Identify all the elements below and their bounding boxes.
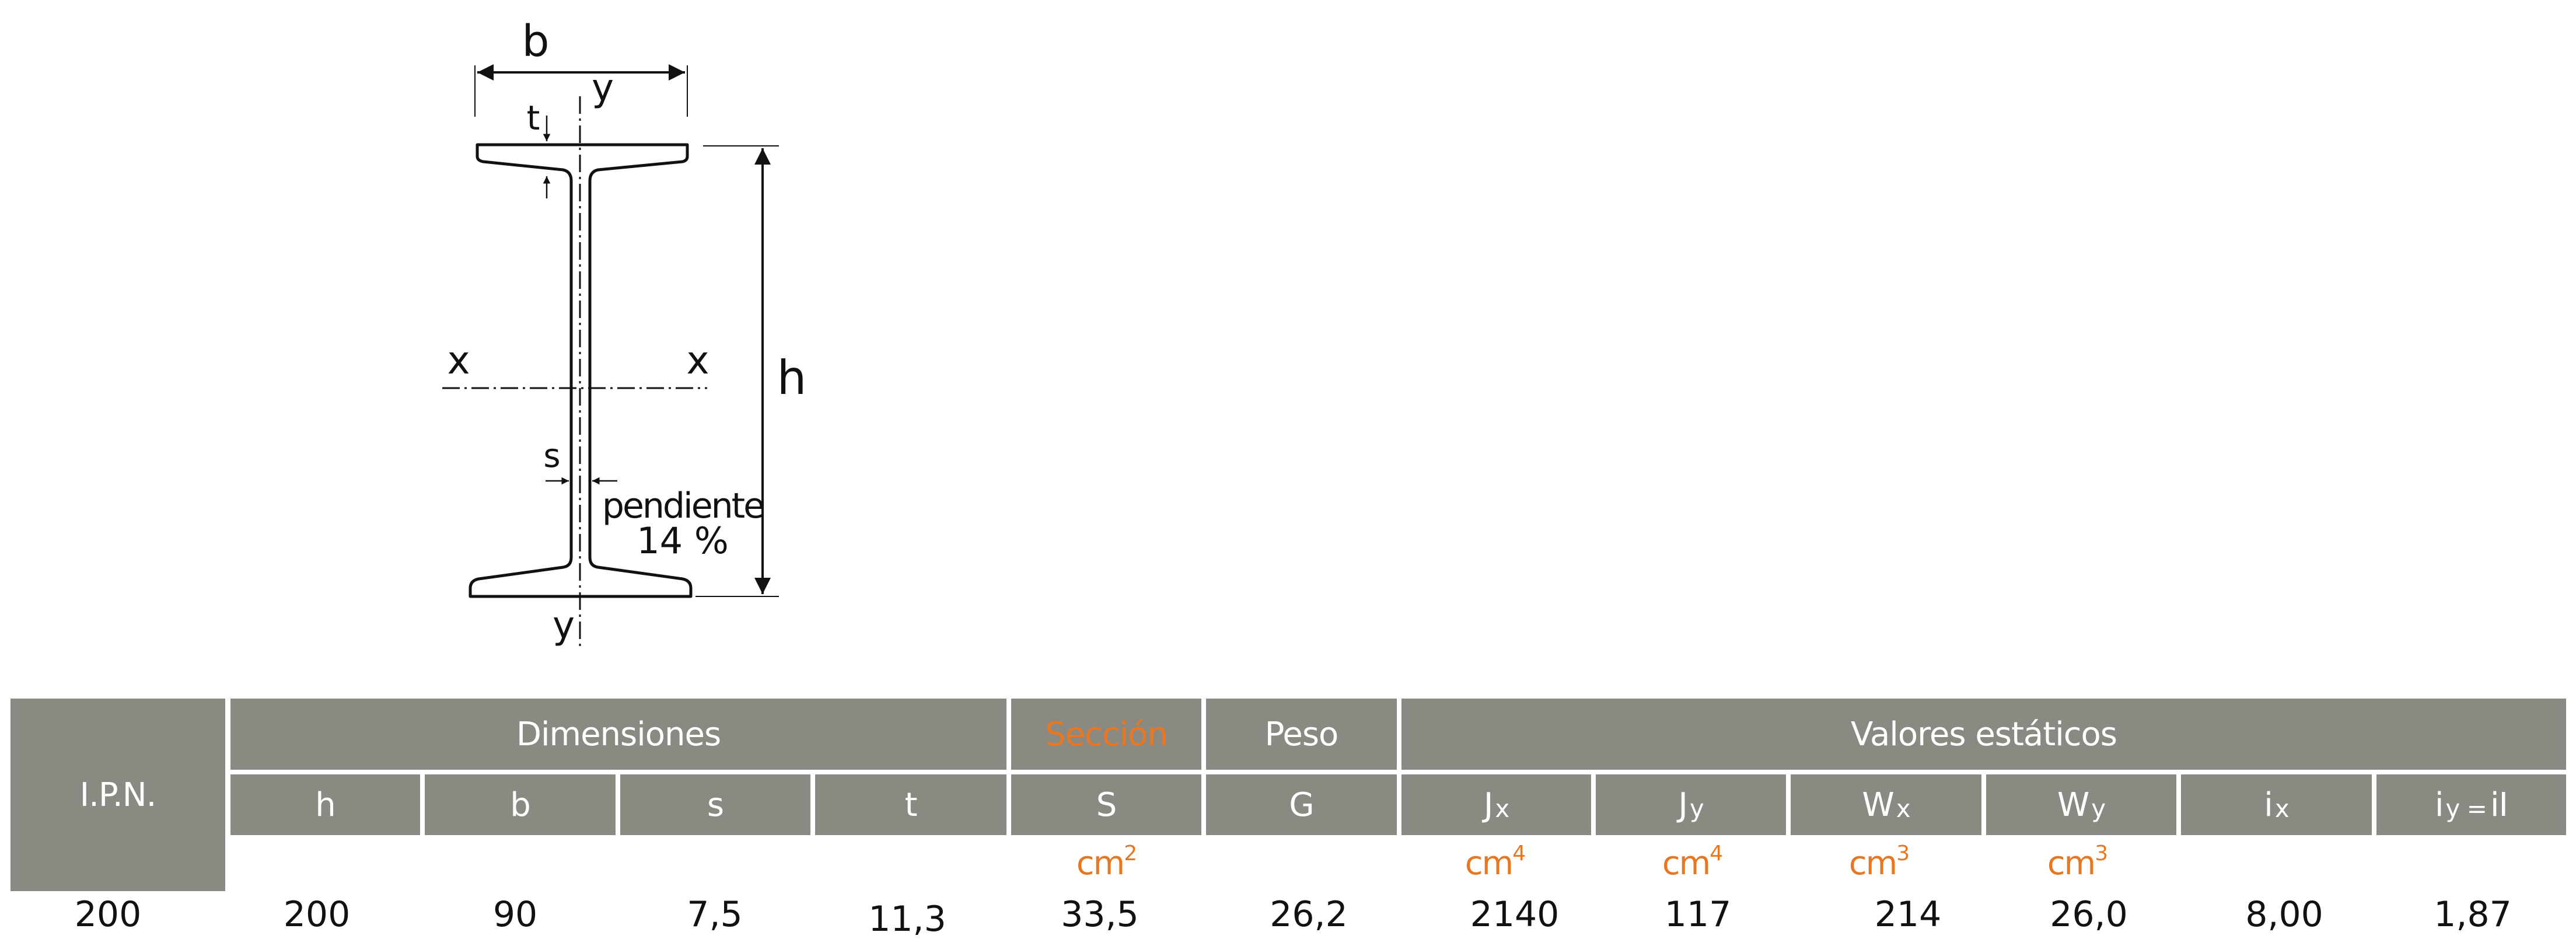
col-header-t: t bbox=[815, 774, 1006, 835]
Wy-sub: y bbox=[2091, 794, 2106, 823]
value-s: 7,5 bbox=[687, 894, 743, 935]
ix-main: i bbox=[2264, 786, 2273, 824]
value-ipn: 200 bbox=[74, 894, 142, 935]
value-ix: 8,00 bbox=[2245, 894, 2323, 935]
unit-Jx: cm4 bbox=[1464, 842, 1526, 882]
value-Jx: 2140 bbox=[1470, 894, 1560, 935]
value-iy: 1,87 bbox=[2434, 894, 2512, 935]
col-header-G: G bbox=[1206, 774, 1397, 835]
unit-Wx: cm3 bbox=[1848, 842, 1910, 882]
peso-header: Peso bbox=[1206, 699, 1397, 770]
label-y-bottom: y bbox=[553, 604, 575, 647]
Wy-main: W bbox=[2057, 786, 2089, 824]
unit-Jy: cm4 bbox=[1662, 842, 1723, 882]
Wx-main: W bbox=[1862, 786, 1894, 824]
col-header-S: S bbox=[1011, 774, 1201, 835]
ipn-profile-outline bbox=[469, 143, 693, 598]
label-y-top: y bbox=[592, 67, 614, 110]
valores-estaticos-header: Valores estáticos bbox=[1401, 699, 2566, 770]
Jy-main: J bbox=[1678, 786, 1687, 824]
label-s: s bbox=[543, 437, 560, 475]
label-x-right: x bbox=[686, 338, 709, 383]
value-Wx: 214 bbox=[1874, 894, 1942, 935]
ix-sub: x bbox=[2274, 794, 2290, 823]
Jy-sub: y bbox=[1689, 794, 1704, 823]
ipn-section-diagram: b y t h x x s pendiente 14 % y bbox=[442, 16, 807, 648]
label-h: h bbox=[777, 351, 807, 405]
label-t: t bbox=[527, 98, 540, 138]
value-S: 33,5 bbox=[1061, 894, 1139, 935]
Jx-main: J bbox=[1483, 786, 1493, 824]
label-x-left: x bbox=[447, 338, 470, 383]
col-header-h: h bbox=[230, 774, 420, 835]
col-header-s: s bbox=[620, 774, 810, 835]
value-t: 11,3 bbox=[868, 899, 946, 940]
unit-Wy: cm3 bbox=[2047, 842, 2108, 882]
value-G: 26,2 bbox=[1270, 894, 1348, 935]
label-b: b bbox=[522, 16, 550, 67]
value-Wy: 26,0 bbox=[2050, 894, 2128, 935]
slope-label: pendiente bbox=[602, 486, 763, 526]
iy-main: i bbox=[2434, 786, 2444, 824]
slope-value: 14 % bbox=[637, 519, 729, 562]
iy-sub: y = bbox=[2445, 794, 2487, 823]
dimensiones-header: Dimensiones bbox=[230, 699, 1006, 770]
value-Jy: 117 bbox=[1664, 894, 1732, 935]
value-h: 200 bbox=[283, 894, 351, 935]
ipn-header: I.P.N. bbox=[11, 699, 225, 891]
unit-S: cm2 bbox=[1076, 842, 1137, 882]
seccion-header: Sección bbox=[1011, 699, 1201, 770]
iy-tail: iI bbox=[2490, 786, 2508, 824]
Jx-sub: x bbox=[1495, 794, 1509, 823]
Wx-sub: x bbox=[1896, 794, 1911, 823]
col-header-b: b bbox=[425, 774, 616, 835]
value-b: 90 bbox=[492, 894, 538, 935]
